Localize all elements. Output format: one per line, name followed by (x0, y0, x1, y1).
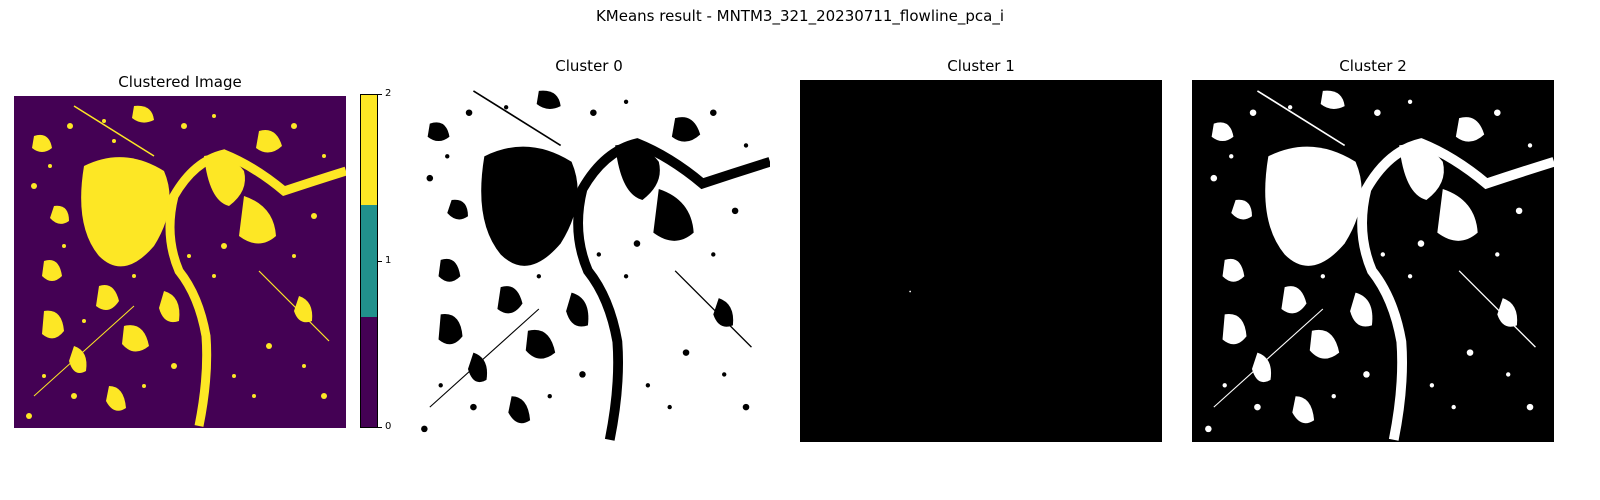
cluster-0-mask (408, 80, 770, 442)
figure-suptitle: KMeans result - MNTM3_321_20230711_flowl… (595, 7, 1005, 25)
panel-title-cluster-1: Cluster 1 (947, 57, 1015, 75)
colorbar-segment-1 (360, 205, 378, 317)
colorbar-tick-2 (378, 94, 382, 95)
colorbar (360, 94, 378, 428)
colorbar-tick-1 (378, 261, 382, 262)
cluster-2-mask (1192, 80, 1554, 442)
cluster-1-mask (800, 80, 1162, 442)
colorbar-tick-0 (378, 427, 382, 428)
colorbar-segment-0 (360, 317, 378, 428)
colorbar-tick-label-1: 1 (385, 255, 392, 266)
panel-title-clustered-image: Clustered Image (118, 73, 242, 91)
colorbar-frame (360, 94, 378, 428)
colorbar-tick-label-0: 0 (385, 421, 392, 432)
panel-title-cluster-0: Cluster 0 (555, 57, 623, 75)
colorbar-tick-label-2: 2 (385, 88, 392, 99)
clustered-image (14, 96, 346, 428)
panel-title-cluster-2: Cluster 2 (1339, 57, 1407, 75)
colorbar-segment-2 (360, 94, 378, 205)
